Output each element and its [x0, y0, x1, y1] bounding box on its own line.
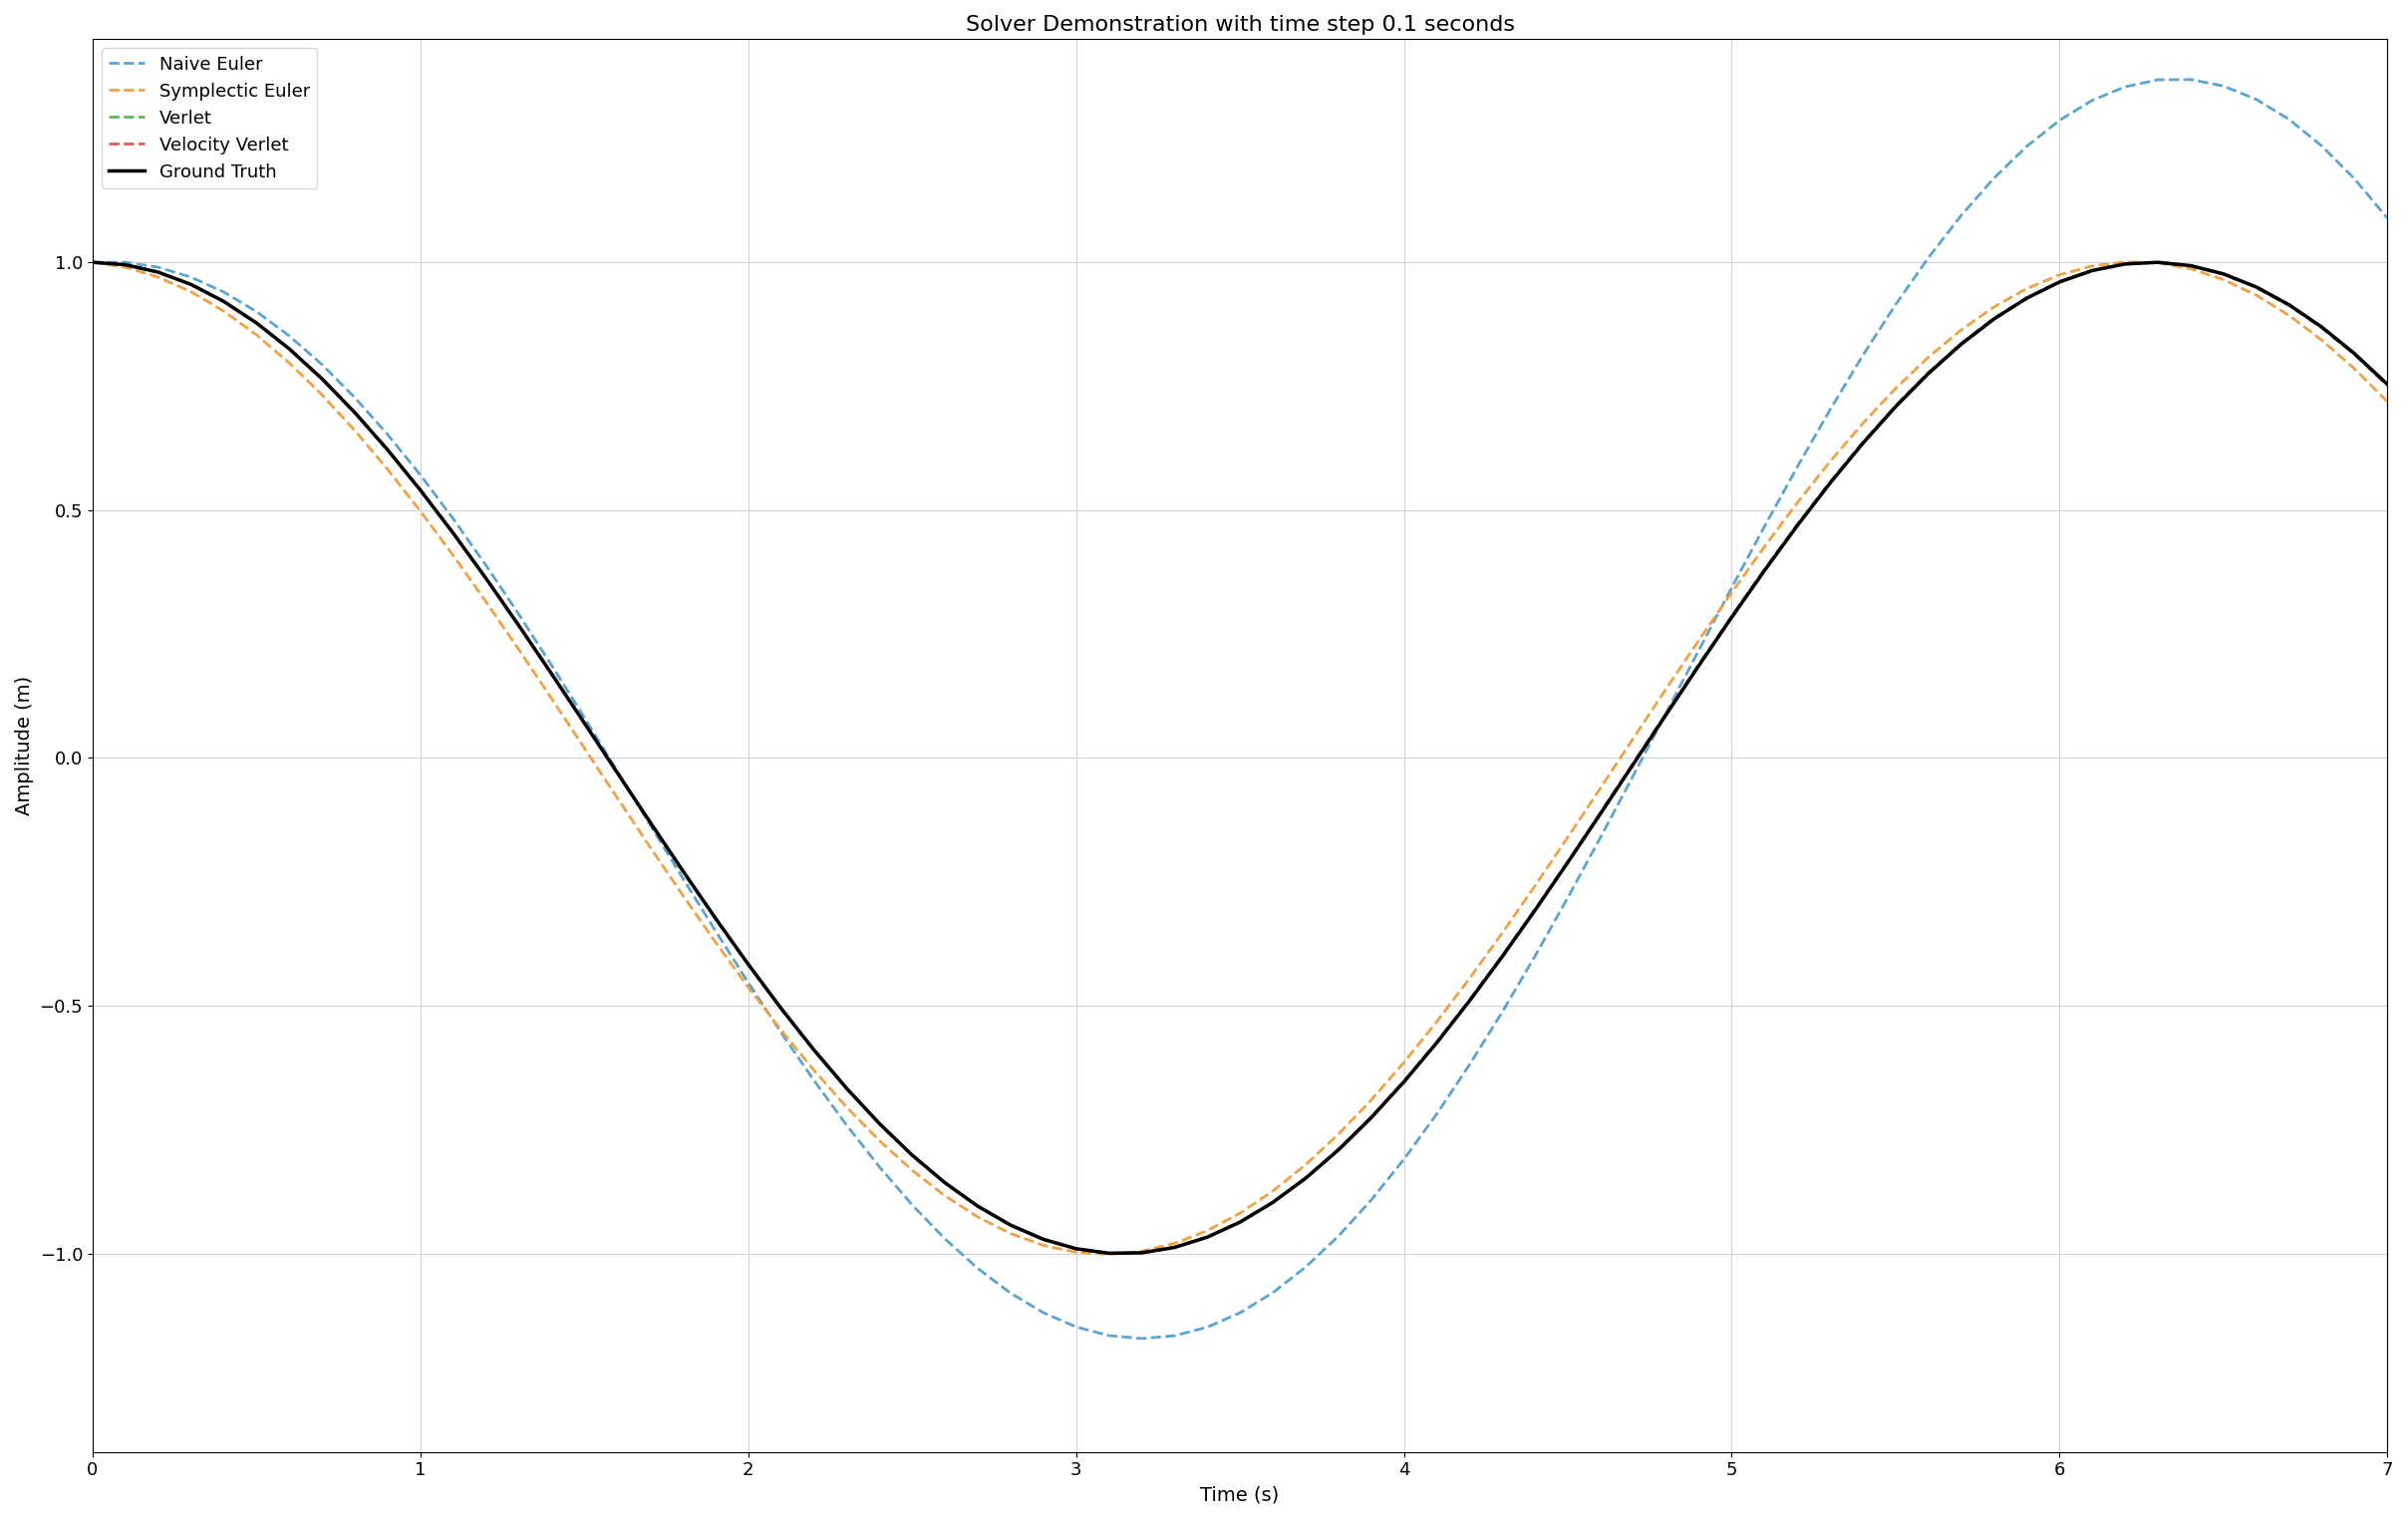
Naive Euler [407, 466, 436, 485]
Ground Truth [2276, 296, 2304, 314]
Ground Truth [1093, 1244, 1122, 1262]
Verlet [1849, 433, 1878, 451]
Naive Euler [2307, 137, 2336, 155]
Line: Ground Truth: Ground Truth [92, 263, 2386, 1253]
Line: Naive Euler: Naive Euler [92, 79, 2386, 1338]
Verlet [1488, 946, 1517, 965]
Symplectic Euler [1226, 1205, 1255, 1223]
Ground Truth [1226, 1214, 1255, 1232]
Velocity Verlet [77, 254, 106, 272]
Title: Solver Demonstration with time step 0.1 seconds: Solver Demonstration with time step 0.1 … [966, 15, 1515, 35]
Verlet [144, 263, 173, 281]
Naive Euler [2208, 77, 2237, 96]
Verlet [1093, 1244, 1122, 1262]
Symplectic Euler [77, 254, 106, 272]
Symplectic Euler [2307, 331, 2336, 349]
Naive Euler [2177, 70, 2206, 88]
Ground Truth [1849, 434, 1878, 453]
Verlet [2372, 377, 2401, 395]
Velocity Verlet [734, 955, 763, 974]
Ground Truth [144, 263, 173, 281]
Y-axis label: Amplitude (m): Amplitude (m) [14, 676, 34, 816]
Line: Verlet: Verlet [92, 263, 2386, 1253]
Velocity Verlet [1093, 1244, 1122, 1262]
Ground Truth [77, 254, 106, 272]
Symplectic Euler [2208, 270, 2237, 289]
Symplectic Euler [2112, 252, 2141, 270]
Legend: Naive Euler, Symplectic Euler, Verlet, Velocity Verlet, Ground Truth: Naive Euler, Symplectic Euler, Verlet, V… [101, 49, 318, 188]
Symplectic Euler [1093, 1246, 1122, 1264]
Symplectic Euler [2372, 392, 2401, 410]
Naive Euler [144, 258, 173, 276]
Velocity Verlet [2372, 377, 2401, 395]
Symplectic Euler [407, 503, 436, 521]
Naive Euler [2372, 210, 2401, 228]
Verlet [1226, 1212, 1255, 1230]
Naive Euler [1226, 1303, 1255, 1322]
Symplectic Euler [144, 267, 173, 286]
Symplectic Euler [1488, 924, 1517, 942]
Velocity Verlet [1226, 1212, 1255, 1230]
Verlet [734, 955, 763, 974]
Velocity Verlet [144, 263, 173, 281]
Ground Truth [1488, 948, 1517, 966]
Ground Truth [2372, 375, 2401, 393]
Naive Euler [77, 254, 106, 272]
Verlet [77, 254, 106, 272]
Naive Euler [1127, 1329, 1156, 1347]
Velocity Verlet [2276, 296, 2304, 314]
Velocity Verlet [1849, 433, 1878, 451]
X-axis label: Time (s): Time (s) [1202, 1486, 1279, 1504]
Line: Symplectic Euler: Symplectic Euler [92, 261, 2386, 1255]
Ground Truth [734, 955, 763, 974]
Line: Velocity Verlet: Velocity Verlet [92, 263, 2386, 1253]
Velocity Verlet [1488, 946, 1517, 965]
Naive Euler [1488, 1003, 1517, 1021]
Verlet [2276, 296, 2304, 314]
